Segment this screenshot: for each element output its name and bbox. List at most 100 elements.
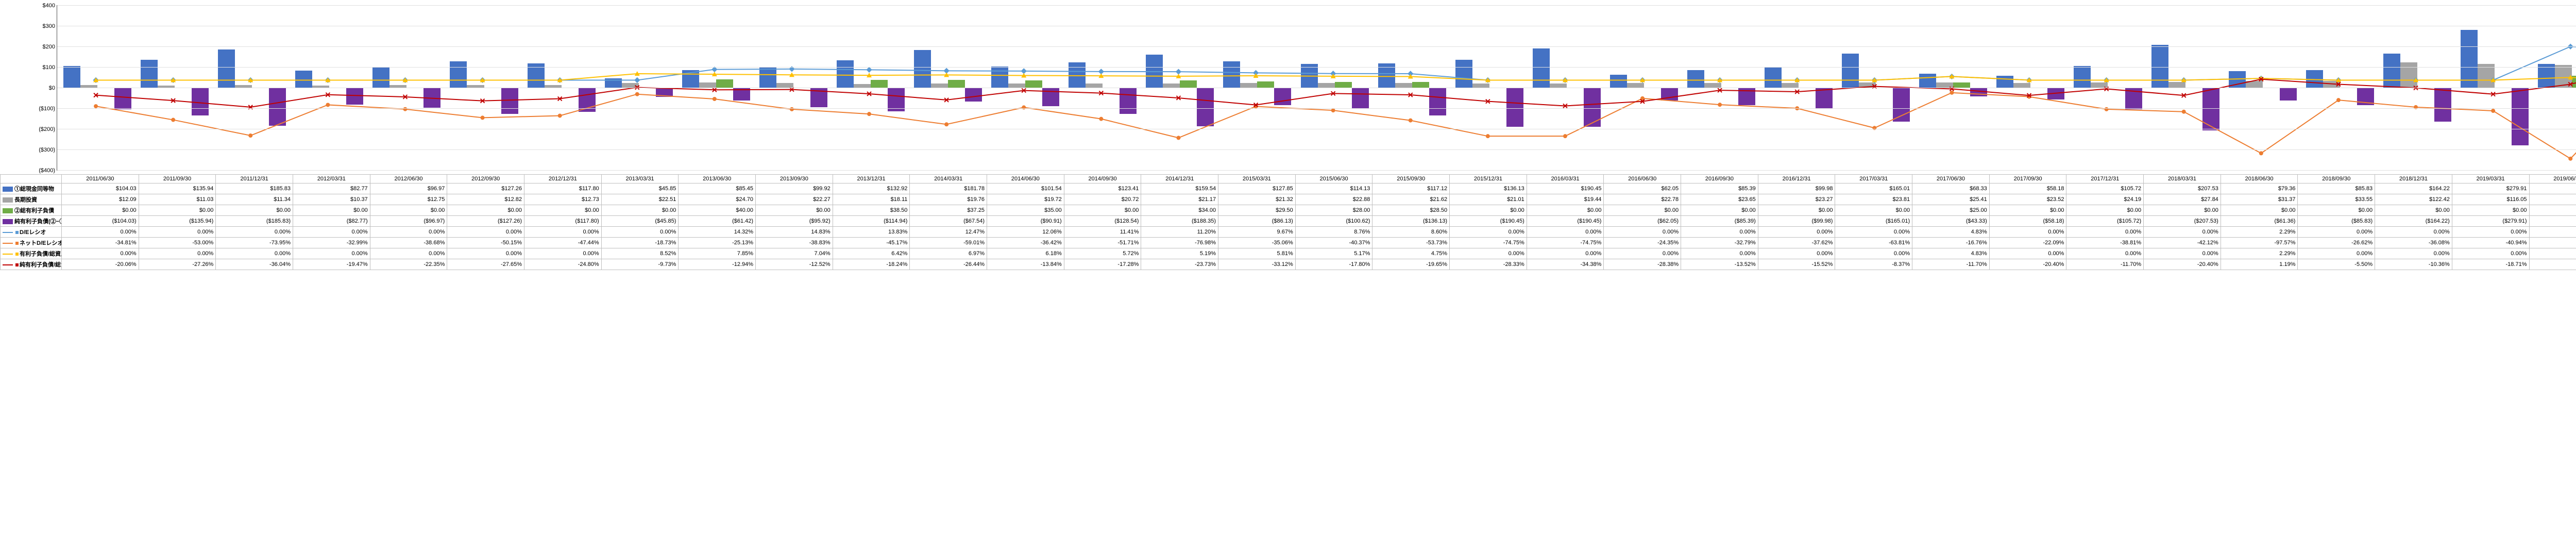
cell: $114.13 bbox=[1295, 183, 1372, 194]
bar-cash bbox=[450, 61, 467, 88]
cell: -17.80% bbox=[1295, 259, 1372, 270]
col-header: 2018/09/30 bbox=[2298, 175, 2375, 183]
left-axis-tick: $0 bbox=[49, 85, 57, 91]
data-table: 2011/06/302011/09/302011/12/312012/03/31… bbox=[0, 174, 2576, 270]
cell: -59.01% bbox=[910, 238, 987, 248]
cell: $0.00 bbox=[1064, 205, 1141, 216]
bar-cash bbox=[1146, 55, 1163, 88]
cell: $18.11 bbox=[833, 194, 910, 205]
cell: $132.92 bbox=[833, 183, 910, 194]
cell: $28.50 bbox=[1372, 205, 1450, 216]
cell: $22.51 bbox=[601, 194, 679, 205]
bar-netdebt bbox=[2202, 88, 2219, 130]
cell: -34.81% bbox=[62, 238, 139, 248]
bar-longterm bbox=[854, 84, 871, 88]
cell: $58.18 bbox=[1989, 183, 2066, 194]
cell: $23.52 bbox=[1989, 194, 2066, 205]
cell: ($135.94) bbox=[139, 216, 216, 227]
col-header: 2017/09/30 bbox=[1989, 175, 2066, 183]
corner-cell bbox=[1, 175, 62, 183]
cell: $10.37 bbox=[293, 194, 370, 205]
cell: $12.75 bbox=[370, 194, 447, 205]
cell: -13.84% bbox=[987, 259, 1064, 270]
bar-longterm bbox=[2168, 82, 2185, 88]
cell: $99.92 bbox=[756, 183, 833, 194]
cell: 13.83% bbox=[833, 227, 910, 238]
bar-cash bbox=[2074, 66, 2091, 88]
cell: -22.35% bbox=[370, 259, 447, 270]
row-header-debt_assets: 有利子負債/総資産 bbox=[1, 248, 62, 259]
cell: -50.15% bbox=[447, 238, 524, 248]
col-header: 2013/06/30 bbox=[679, 175, 756, 183]
cell: 0.00% bbox=[293, 227, 370, 238]
cell: 0.00% bbox=[139, 227, 216, 238]
col-header: 2012/06/30 bbox=[370, 175, 447, 183]
cell: $0.00 bbox=[2221, 205, 2298, 216]
bar-cash bbox=[1610, 75, 1627, 88]
cell: 8.76% bbox=[1295, 227, 1372, 238]
cell: 0.00% bbox=[370, 227, 447, 238]
bar-netdebt bbox=[733, 88, 750, 101]
cell: 6.97% bbox=[910, 248, 987, 259]
bar-longterm bbox=[2400, 62, 2417, 88]
cell: $12.73 bbox=[524, 194, 602, 205]
cell: 11.41% bbox=[1064, 227, 1141, 238]
bar-debt bbox=[948, 80, 965, 88]
cell: -36.04% bbox=[216, 259, 293, 270]
cell: $40.00 bbox=[679, 205, 756, 216]
cell: 0.00% bbox=[1835, 227, 1912, 238]
row-header-longterm: 長期投資 bbox=[1, 194, 62, 205]
bar-netdebt bbox=[1584, 88, 1601, 127]
cell: 8.60% bbox=[1372, 227, 1450, 238]
bar-netdebt bbox=[269, 88, 286, 126]
col-header: 2019/06/30 bbox=[2529, 175, 2576, 183]
cell: 2.29% bbox=[2221, 227, 2298, 238]
cell: 0.00% bbox=[2375, 227, 2452, 238]
cell: 0.00% bbox=[601, 227, 679, 238]
col-header: 2014/12/31 bbox=[1141, 175, 1218, 183]
cell: 5.72% bbox=[1064, 248, 1141, 259]
cell: ($62.05) bbox=[1604, 216, 1681, 227]
cell: 11.20% bbox=[1141, 227, 1218, 238]
cell: $0.00 bbox=[1450, 205, 1527, 216]
bar-longterm bbox=[776, 83, 793, 88]
bar-longterm bbox=[2091, 82, 2108, 88]
cell: -53.00% bbox=[139, 238, 216, 248]
cell: 0.00% bbox=[1758, 248, 1835, 259]
col-header: 2014/09/30 bbox=[1064, 175, 1141, 183]
cell: $0.00 bbox=[447, 205, 524, 216]
cell: $190.45 bbox=[1527, 183, 1604, 194]
cell: $21.17 bbox=[1141, 194, 1218, 205]
cell: $0.00 bbox=[370, 205, 447, 216]
bar-debt bbox=[1180, 80, 1197, 88]
cell: $135.94 bbox=[139, 183, 216, 194]
col-header: 2016/09/30 bbox=[1681, 175, 1758, 183]
cell: ($188.35) bbox=[1141, 216, 1218, 227]
col-header: 2015/03/31 bbox=[1218, 175, 1296, 183]
col-header: 2014/03/31 bbox=[910, 175, 987, 183]
cell: ($99.98) bbox=[1758, 216, 1835, 227]
left-axis-tick: ($400) bbox=[39, 168, 57, 174]
cell: -18.71% bbox=[2452, 259, 2529, 270]
cell: -32.79% bbox=[1681, 238, 1758, 248]
chart-area: $400$300$200$100$0($100)($200)($300)($40… bbox=[57, 5, 2576, 171]
cell: 2.29% bbox=[2221, 248, 2298, 259]
bar-cash bbox=[1455, 60, 1472, 88]
bar-longterm bbox=[1704, 83, 1721, 88]
col-header: 2019/03/31 bbox=[2452, 175, 2529, 183]
cell: -20.40% bbox=[1989, 259, 2066, 270]
cell: -23.73% bbox=[1141, 259, 1218, 270]
cell: ($105.72) bbox=[2066, 216, 2144, 227]
cell: $110.34 bbox=[2529, 194, 2576, 205]
cell: -47.44% bbox=[524, 238, 602, 248]
cell: $19.72 bbox=[987, 194, 1064, 205]
col-header: 2016/06/30 bbox=[1604, 175, 1681, 183]
cell: $79.36 bbox=[2221, 183, 2298, 194]
cell: -36.08% bbox=[2375, 238, 2452, 248]
bar-netdebt bbox=[1893, 88, 1910, 122]
bar-netdebt bbox=[1197, 88, 1214, 126]
col-header: 2014/06/30 bbox=[987, 175, 1064, 183]
cell: -36.42% bbox=[987, 238, 1064, 248]
bar-longterm bbox=[1550, 83, 1567, 88]
cell: $28.00 bbox=[1295, 205, 1372, 216]
